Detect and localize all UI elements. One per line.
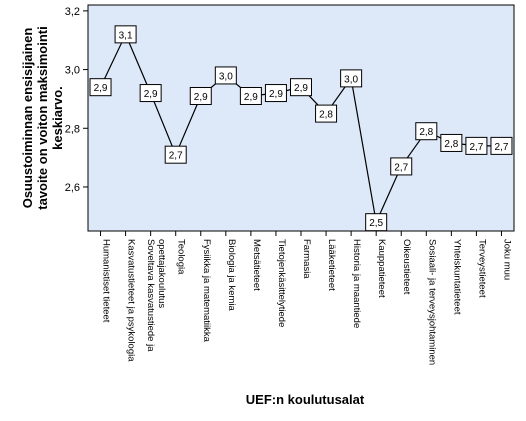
y-tick-label: 3,2 [65, 6, 80, 18]
x-tick-label: Biologia ja kemia [226, 239, 237, 312]
data-label-box [365, 213, 388, 232]
data-label: 2,9 [94, 83, 108, 94]
data-label: 3,0 [219, 71, 233, 82]
x-tick-label: Humanistiset tieteet [101, 239, 112, 323]
data-label: 3,1 [119, 30, 133, 41]
y-axis: 2,6 2,8 3,0 3,2 [65, 6, 88, 194]
data-label-box [415, 122, 438, 141]
data-label-box [164, 145, 187, 164]
x-tick-label: Fysiikka ja matematiikka [201, 239, 212, 343]
data-label: 3,0 [344, 74, 358, 85]
y-axis-title-line: Osuustoiminnan ensisijainen [20, 28, 35, 209]
data-point: 2,7 [164, 145, 187, 164]
data-label: 2,7 [169, 151, 183, 162]
data-label-box [239, 86, 262, 105]
x-tick-label: Lääketieteet [326, 239, 337, 291]
data-label-box [440, 133, 463, 152]
data-label-box [189, 86, 212, 105]
x-tick-label: Sosiaali- ja terveysjohtaminen [426, 239, 437, 365]
data-point: 2,9 [239, 86, 262, 105]
data-label: 2,9 [194, 92, 208, 103]
data-label-box [290, 78, 312, 97]
x-tick-label: Metsätieteet [251, 239, 262, 291]
data-label-box [214, 66, 237, 85]
x-tick-label: Farmasia [301, 239, 312, 279]
x-tick-label: Terveystieteet [476, 239, 487, 298]
x-tick-label: Yhteiskuntatieteet [451, 239, 462, 315]
data-label-box [465, 136, 488, 155]
data-label: 2,7 [394, 162, 408, 173]
data-label-box [264, 84, 287, 103]
data-point: 2,9 [290, 78, 312, 97]
data-point: 2,9 [139, 84, 162, 103]
data-point: 2,9 [89, 78, 112, 97]
x-tick-label: Kauppatieteet [376, 239, 387, 298]
x-tick-label: Teologia [176, 239, 187, 275]
y-tick-label: 2,8 [65, 123, 80, 135]
y-tick-label: 2,6 [65, 182, 80, 194]
data-label-box [139, 84, 162, 103]
x-tick-label: Joku muu [501, 239, 512, 280]
y-axis-title-line: tavoite on voiton maksimointi [35, 26, 50, 209]
data-label: 2,7 [495, 142, 509, 153]
x-tick-label: opettajakoulutus [156, 239, 167, 308]
data-point: 2,9 [264, 84, 287, 103]
y-axis-title: Osuustoiminnan ensisijainentavoite on vo… [20, 26, 65, 209]
data-label: 2,9 [144, 89, 158, 100]
data-label-box [490, 136, 513, 155]
x-axis-title: UEF:n koulutusalat [246, 392, 365, 407]
data-point: 3,0 [214, 66, 237, 85]
data-point: 2,7 [465, 136, 488, 155]
data-label-box [114, 25, 137, 44]
data-label-box [390, 157, 413, 176]
data-label: 2,8 [419, 127, 433, 138]
data-label: 2,5 [369, 218, 383, 229]
data-point: 3,0 [340, 69, 363, 88]
data-point: 2,9 [189, 86, 212, 105]
data-label: 2,9 [244, 92, 258, 103]
data-point: 2,8 [315, 104, 338, 123]
x-tick-label: Historia ja maantiede [351, 239, 362, 328]
data-label-box [340, 69, 363, 88]
x-tick-label: Soveltava kasvatustiede ja [145, 239, 156, 352]
y-tick-label: 3,0 [65, 65, 80, 77]
data-point: 2,5 [365, 213, 388, 232]
x-tick-label: Kasvatustieteet ja psykologia [126, 239, 137, 362]
data-point: 2,7 [490, 136, 513, 155]
data-label: 2,7 [469, 142, 483, 153]
data-point: 3,1 [114, 25, 137, 44]
data-label: 2,9 [269, 89, 283, 100]
x-tick-label: Tietojenkäsittelytiede [276, 239, 287, 327]
y-axis-title-line: keskiarvo. [50, 86, 65, 150]
data-labels: 2,9 3,1 2,9 2,7 2,9 3,0 2,9 2,9 2,9 2,8 3,0 2,5 2,7 2… [89, 25, 513, 232]
data-label: 2,8 [444, 139, 458, 150]
data-label: 2,9 [294, 83, 308, 94]
x-axis: Humanistiset tieteet Kasvatustieteet ja p… [100, 231, 512, 365]
data-label-box [315, 104, 338, 123]
data-label: 2,8 [319, 110, 333, 121]
data-point: 2,8 [440, 133, 463, 152]
data-point: 2,7 [390, 157, 413, 176]
x-tick-label: Oikeustieteet [401, 239, 412, 295]
data-label-box [89, 78, 112, 97]
plot-area [87, 4, 515, 232]
data-point: 2,8 [415, 122, 438, 141]
